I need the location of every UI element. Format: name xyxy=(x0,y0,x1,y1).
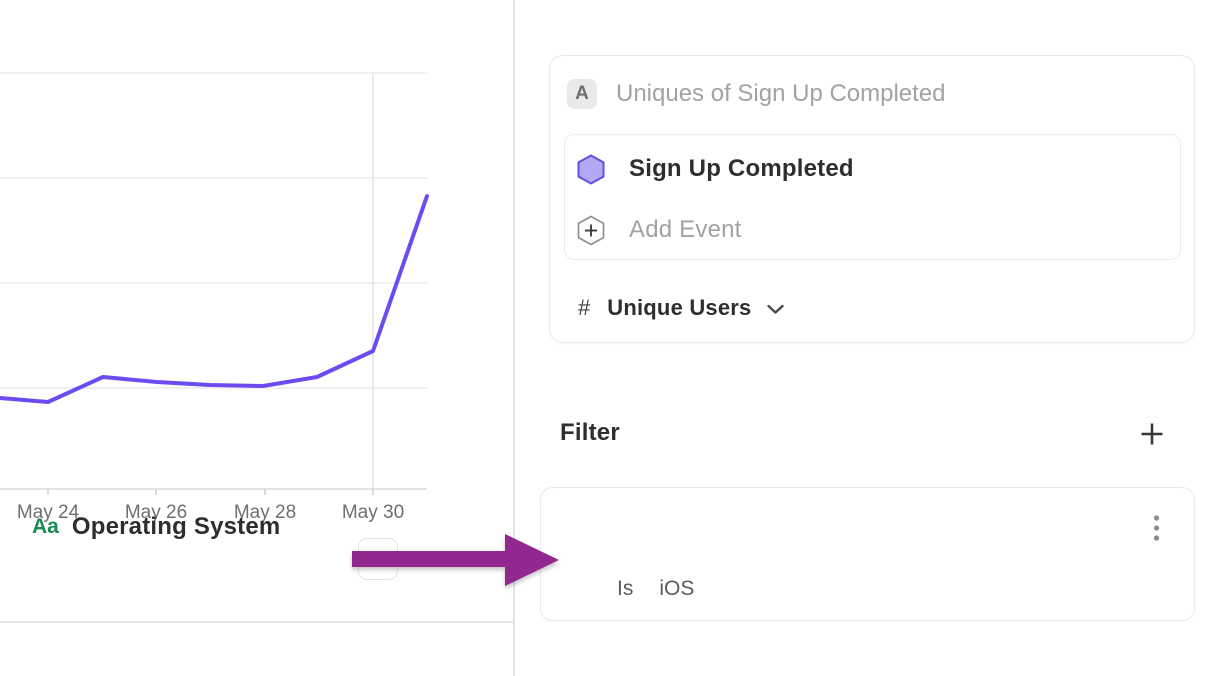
x-axis-tick-label: May 28 xyxy=(233,502,297,523)
measurement-selector[interactable]: # Unique Users xyxy=(578,292,785,324)
filter-property-name: Operating System xyxy=(71,513,281,540)
add-event-label: Add Event xyxy=(629,216,742,243)
add-event-button[interactable]: Add Event xyxy=(577,213,742,247)
string-property-icon: Aa xyxy=(32,515,59,538)
arrow-shape xyxy=(352,534,559,586)
add-event-icon xyxy=(577,215,605,245)
series-a-badge[interactable]: A xyxy=(567,79,597,109)
metric-header: A Uniques of Sign Up Completed xyxy=(567,79,946,109)
filter-operator[interactable]: Is xyxy=(617,577,634,600)
event-list-card: Sign Up Completed Add Event xyxy=(564,134,1181,260)
metric-card: A Uniques of Sign Up Completed Sign Up C… xyxy=(549,55,1195,343)
line-chart xyxy=(0,72,429,495)
chevron-down-icon xyxy=(767,304,785,314)
x-axis-tick-label: May 24 xyxy=(16,502,80,523)
chart-bottom-border xyxy=(0,621,514,623)
filter-section-title: Filter xyxy=(560,419,620,446)
add-filter-icon[interactable] xyxy=(1140,422,1164,446)
panel-divider xyxy=(513,0,515,676)
annotation-arrow xyxy=(352,534,559,586)
event-row[interactable]: Sign Up Completed xyxy=(577,152,854,186)
event-hexagon-icon xyxy=(577,153,605,185)
x-axis-tick-label: May 30 xyxy=(341,502,405,523)
x-axis-tick-label: May 26 xyxy=(124,502,188,523)
filter-condition: Is iOS xyxy=(617,577,694,601)
metric-title[interactable]: Uniques of Sign Up Completed xyxy=(616,80,946,107)
more-options-icon[interactable] xyxy=(1153,514,1160,542)
filter-value[interactable]: iOS xyxy=(659,577,695,600)
filter-property-row[interactable]: Aa Operating System xyxy=(32,513,280,541)
event-name: Sign Up Completed xyxy=(629,155,854,182)
filter-card[interactable] xyxy=(540,487,1195,621)
measurement-label: Unique Users xyxy=(607,295,752,320)
hexagon-shape xyxy=(577,153,605,185)
number-icon: # xyxy=(578,295,591,320)
